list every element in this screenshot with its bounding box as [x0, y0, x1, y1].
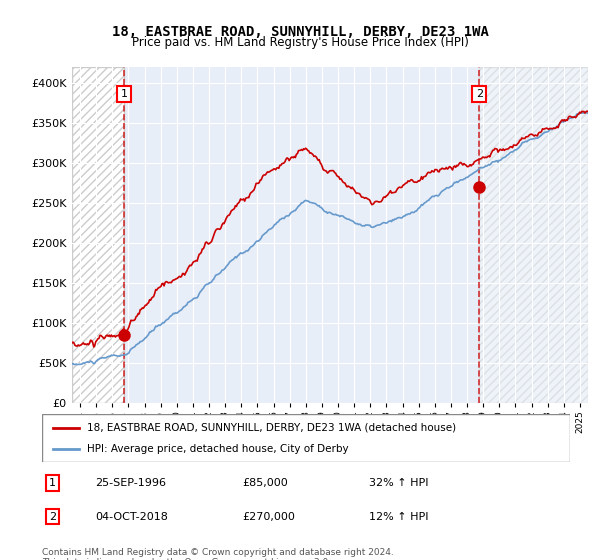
Text: 2: 2: [476, 89, 483, 99]
Text: Price paid vs. HM Land Registry's House Price Index (HPI): Price paid vs. HM Land Registry's House …: [131, 36, 469, 49]
Text: 1: 1: [121, 89, 128, 99]
Text: 2: 2: [49, 512, 56, 521]
Text: 18, EASTBRAE ROAD, SUNNYHILL, DERBY, DE23 1WA: 18, EASTBRAE ROAD, SUNNYHILL, DERBY, DE2…: [112, 25, 488, 39]
Bar: [124, 67, 588, 403]
FancyBboxPatch shape: [42, 414, 570, 462]
Text: £270,000: £270,000: [242, 512, 296, 521]
Bar: [479, 67, 588, 403]
Text: 32% ↑ HPI: 32% ↑ HPI: [370, 478, 429, 488]
Bar: [479, 67, 588, 403]
Text: 1: 1: [49, 478, 56, 488]
Bar: [72, 67, 124, 403]
Text: 18, EASTBRAE ROAD, SUNNYHILL, DERBY, DE23 1WA (detached house): 18, EASTBRAE ROAD, SUNNYHILL, DERBY, DE2…: [87, 423, 456, 433]
Text: HPI: Average price, detached house, City of Derby: HPI: Average price, detached house, City…: [87, 444, 349, 454]
Text: 04-OCT-2018: 04-OCT-2018: [95, 512, 167, 521]
Text: 12% ↑ HPI: 12% ↑ HPI: [370, 512, 429, 521]
Text: £85,000: £85,000: [242, 478, 289, 488]
Text: 25-SEP-1996: 25-SEP-1996: [95, 478, 166, 488]
Bar: [72, 67, 124, 403]
Text: Contains HM Land Registry data © Crown copyright and database right 2024.
This d: Contains HM Land Registry data © Crown c…: [42, 548, 394, 560]
